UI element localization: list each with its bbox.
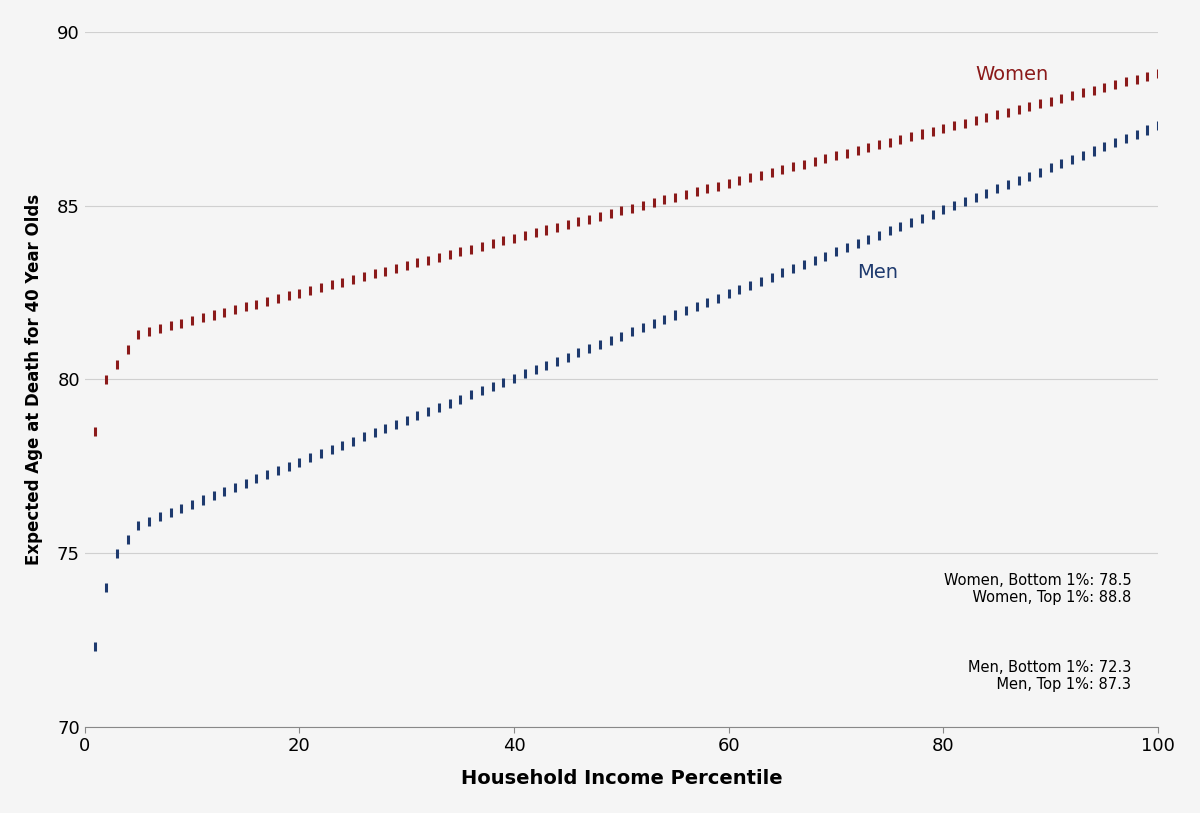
Text: Women, Bottom 1%: 78.5
    Women, Top 1%: 88.8: Women, Bottom 1%: 78.5 Women, Top 1%: 88… bbox=[943, 572, 1132, 605]
Text: Women: Women bbox=[976, 65, 1049, 84]
X-axis label: Household Income Percentile: Household Income Percentile bbox=[461, 769, 782, 788]
Y-axis label: Expected Age at Death for 40 Year Olds: Expected Age at Death for 40 Year Olds bbox=[25, 193, 43, 565]
Text: Men: Men bbox=[858, 263, 899, 282]
Text: Men, Bottom 1%: 72.3
    Men, Top 1%: 87.3: Men, Bottom 1%: 72.3 Men, Top 1%: 87.3 bbox=[968, 659, 1132, 692]
